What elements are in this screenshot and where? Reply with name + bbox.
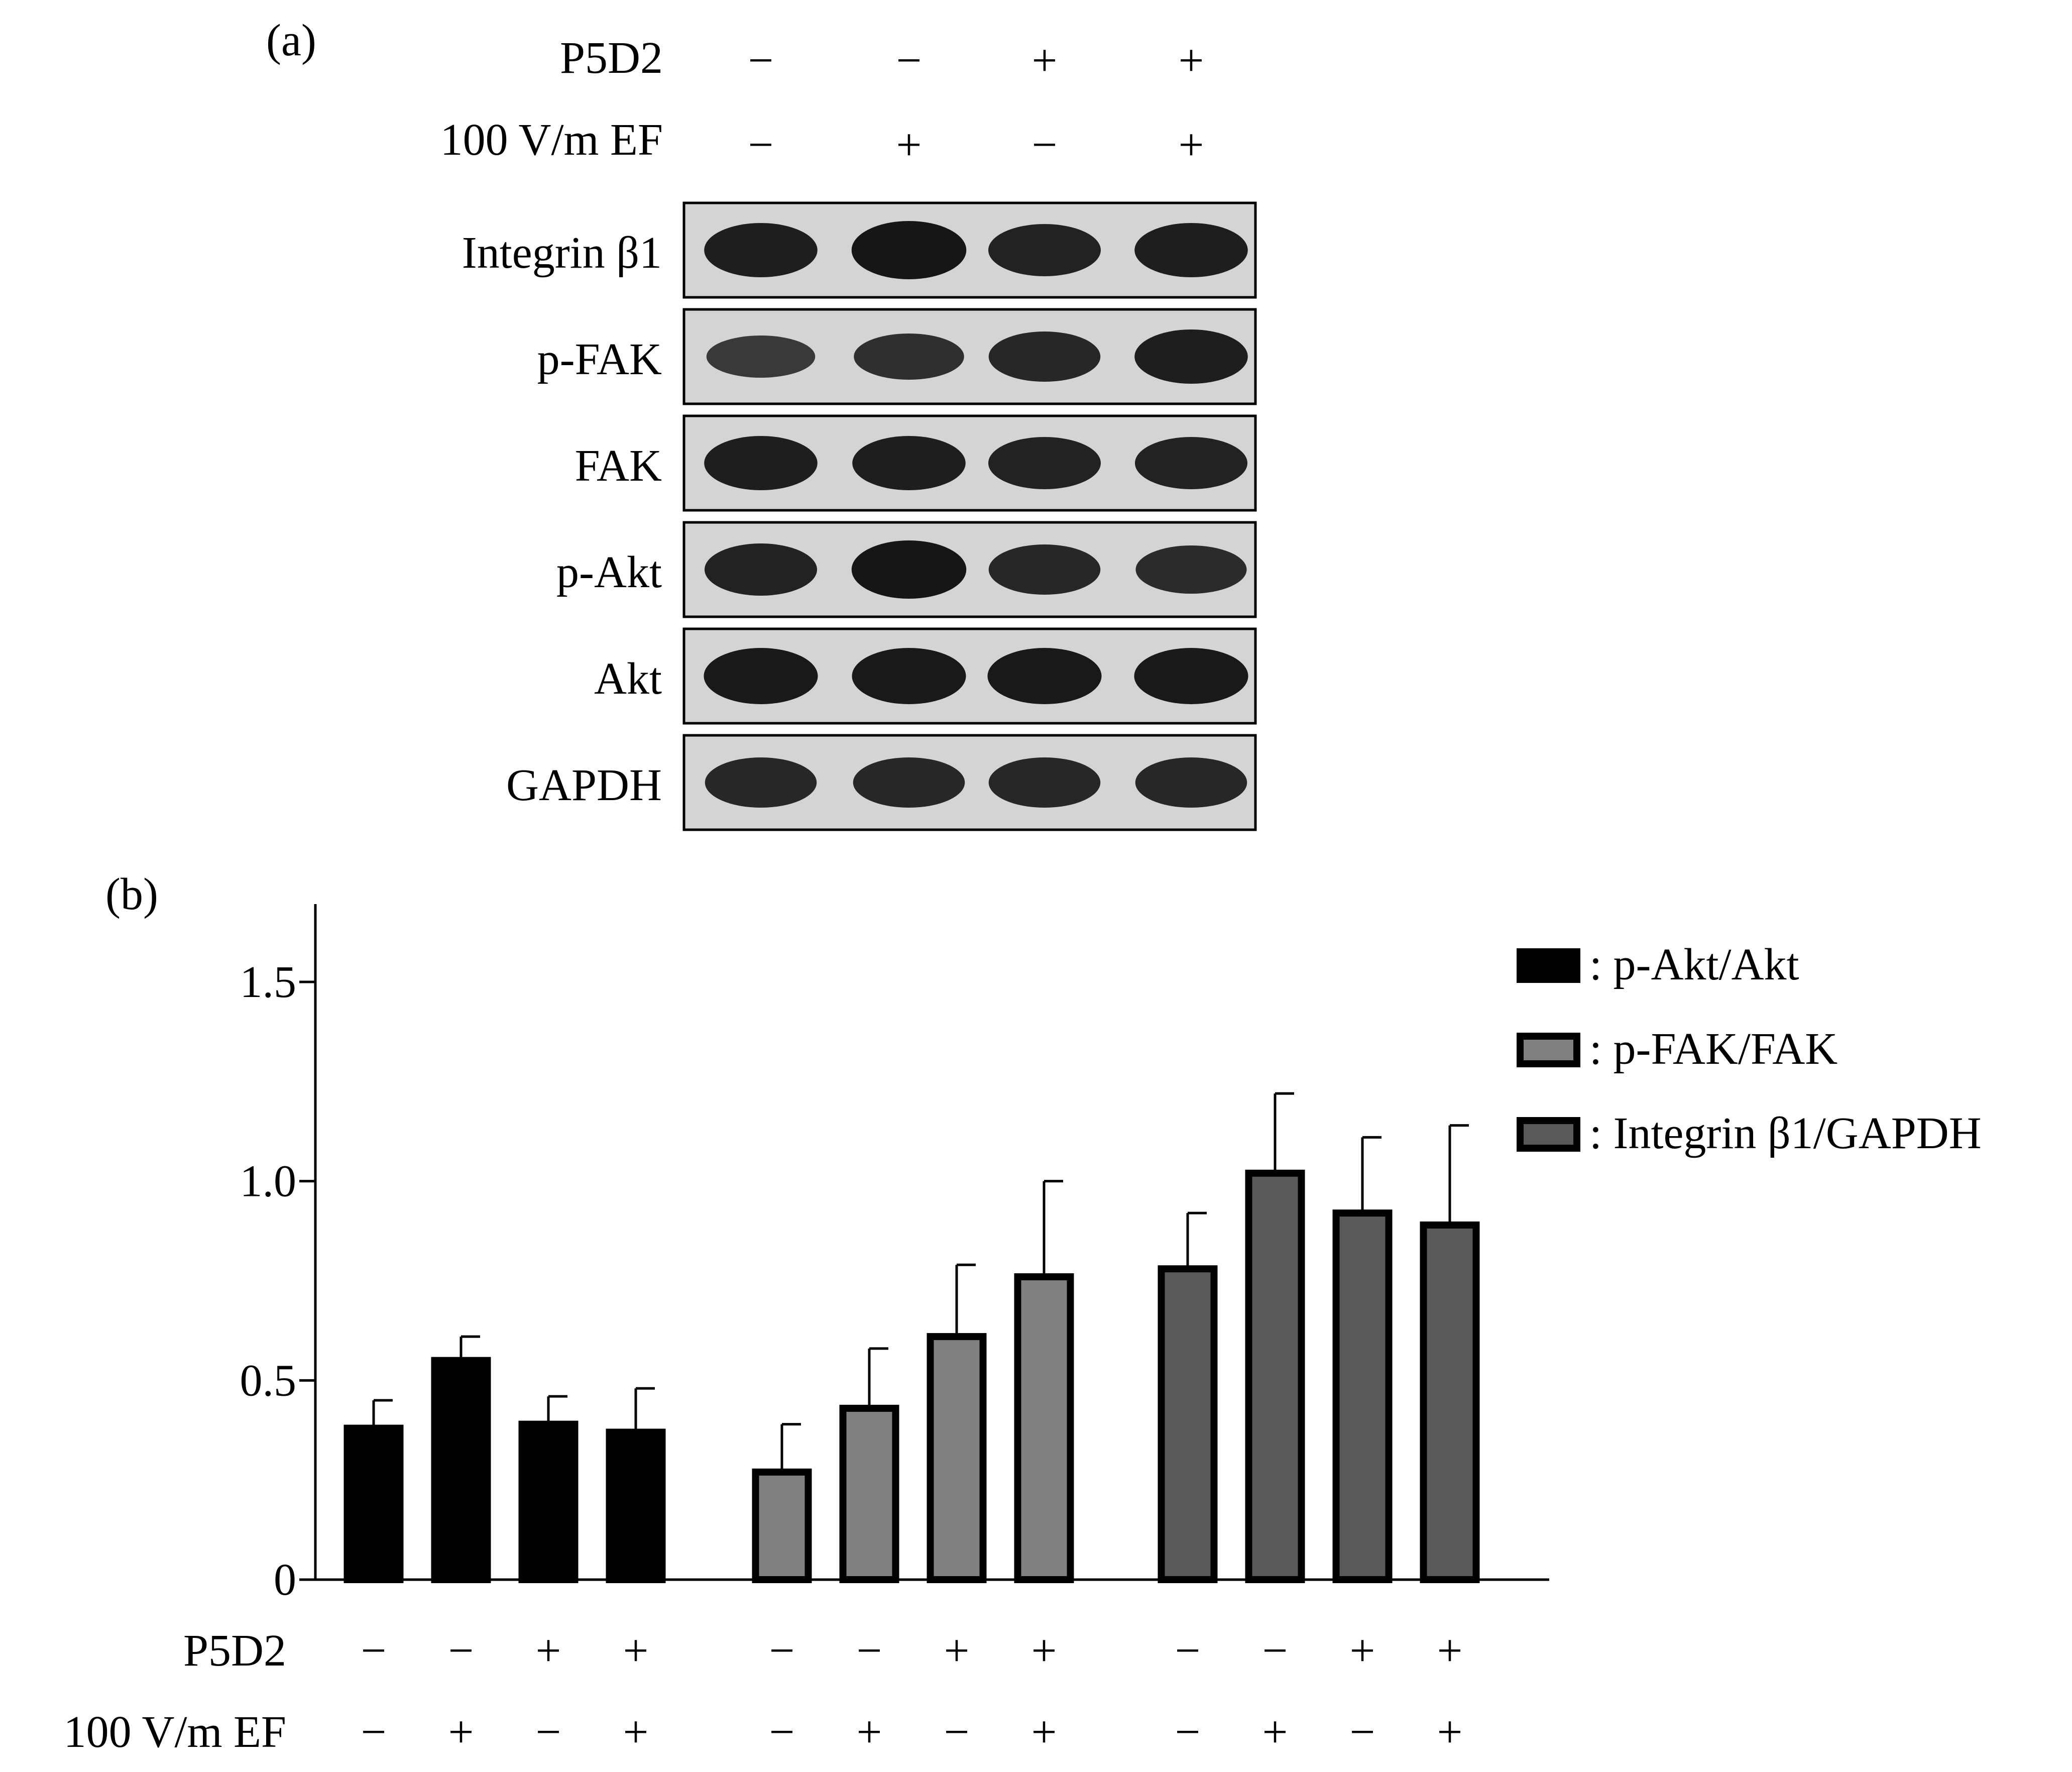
bar (927, 1333, 987, 1583)
y-tick-label: 1.5 (240, 957, 297, 1007)
sign-a-p5d2-2: − (896, 36, 922, 85)
blot-label-akt: Akt (594, 654, 662, 704)
legend-label-integrin-gapdh: : Integrin β1/GAPDH (1589, 1109, 1982, 1158)
sign-b-p5d2-7: + (944, 1626, 970, 1676)
bar (1014, 1273, 1074, 1583)
blot-band (853, 757, 965, 808)
blot-band (704, 223, 818, 277)
bar (606, 1428, 666, 1583)
panel-b-label: (b) (105, 869, 158, 919)
sign-b-ef-8: + (1031, 1707, 1057, 1757)
bar (343, 1424, 404, 1584)
legend-label-p-akt-akt: : p-Akt/Akt (1589, 940, 1799, 989)
sign-b-p5d2-6: − (857, 1626, 882, 1676)
blot-band (988, 757, 1101, 808)
bar (1420, 1221, 1480, 1583)
blot-band (1135, 757, 1247, 808)
blot-band (1135, 437, 1247, 489)
bar (839, 1404, 899, 1584)
blot-band (988, 437, 1101, 489)
blot-band (988, 544, 1101, 595)
panel-a: (a) P5D2 100 V/m EF − − + + − + − + Inte… (266, 16, 1257, 831)
blot-band (704, 648, 818, 704)
sign-b-p5d2-11: + (1350, 1626, 1375, 1676)
blot-band (1134, 648, 1248, 704)
bar (1332, 1209, 1393, 1583)
sign-b-p5d2-3: + (536, 1626, 561, 1676)
blot-band (852, 648, 966, 704)
condition-label-p5d2-a: P5D2 (560, 33, 663, 83)
sign-b-ef-2: + (448, 1707, 474, 1757)
blot-band (705, 757, 817, 808)
legend-swatch-p-akt-akt (1517, 948, 1580, 983)
blot-band (988, 224, 1101, 276)
sign-b-p5d2-10: − (1262, 1626, 1288, 1676)
sign-b-ef-6: + (857, 1707, 882, 1757)
blot-band (852, 436, 966, 490)
sign-b-ef-4: + (623, 1707, 649, 1757)
y-tick-labels: 0 0.5 1.0 1.5 (240, 957, 297, 1605)
blot-label-gapdh: GAPDH (506, 760, 662, 810)
blot-label-fak: FAK (575, 441, 662, 491)
sign-b-p5d2-9: − (1175, 1626, 1201, 1676)
sign-b-p5d2-8: + (1031, 1626, 1057, 1676)
blot-band (705, 543, 817, 596)
sign-b-ef-10: + (1262, 1707, 1288, 1757)
legend-label-p-fak-fak: : p-FAK/FAK (1589, 1024, 1837, 1074)
legend-swatch-integrin-gapdh (1517, 1117, 1580, 1152)
blot-label-p-akt: p-Akt (556, 547, 662, 597)
sign-a-p5d2-1: − (748, 36, 774, 85)
blot-band (1135, 545, 1247, 594)
sign-b-ef-5: − (769, 1707, 795, 1757)
sign-b-ef-11: − (1350, 1707, 1375, 1757)
sign-b-ef-9: − (1175, 1707, 1201, 1757)
y-tick-label: 0 (274, 1555, 296, 1605)
bar (752, 1468, 812, 1584)
sign-a-p5d2-3: + (1032, 36, 1058, 85)
condition-label-p5d2-b: P5D2 (183, 1626, 286, 1676)
legend-swatch-p-fak-fak (1517, 1033, 1580, 1067)
sign-b-p5d2-12: + (1437, 1626, 1463, 1676)
blot-label-integrin-b1: Integrin β1 (462, 228, 662, 278)
sign-a-ef-1: − (748, 120, 774, 170)
bar-chart (299, 904, 1549, 1584)
panel-a-condition-signs: − − + + − + − + (748, 36, 1204, 170)
sign-b-p5d2-2: − (448, 1626, 474, 1676)
blot-band (851, 221, 967, 279)
blot-band (1134, 223, 1248, 277)
legend: : p-Akt/Akt : p-FAK/FAK : Integrin β1/GA… (1517, 940, 1982, 1158)
blot-band (854, 334, 964, 380)
blot-band (851, 540, 967, 599)
bar (518, 1420, 579, 1584)
sign-a-p5d2-4: + (1179, 36, 1204, 85)
sign-b-p5d2-1: − (361, 1626, 387, 1676)
condition-label-ef-a: 100 V/m EF (440, 115, 663, 165)
bar (1245, 1169, 1305, 1584)
sign-a-ef-2: + (896, 120, 922, 170)
panel-a-label: (a) (266, 16, 316, 65)
panel-b-condition-signs: − − + + − − + + − − + + − + − + − + − + … (361, 1626, 1463, 1757)
panel-b: (b) 0 0.5 1.0 1.5 : p-Akt/Akt : p-FAK/FA… (64, 869, 1982, 1757)
bar (1158, 1265, 1218, 1583)
sign-b-ef-12: + (1437, 1707, 1463, 1757)
blot-band (706, 336, 816, 378)
blot-label-p-fak: p-FAK (537, 335, 662, 384)
bar (431, 1357, 491, 1584)
sign-b-p5d2-4: + (623, 1626, 649, 1676)
blot-rows: Integrin β1 p-FAK FAK p-Akt Akt GAPDH (462, 201, 1257, 831)
y-tick-label: 1.0 (240, 1157, 297, 1206)
y-tick-label: 0.5 (240, 1356, 297, 1405)
sign-b-ef-3: − (536, 1707, 561, 1757)
condition-label-ef-b: 100 V/m EF (64, 1707, 286, 1757)
sign-a-ef-3: − (1032, 120, 1058, 170)
sign-b-ef-1: − (361, 1707, 387, 1757)
blot-band (1134, 329, 1248, 384)
sign-a-ef-4: + (1179, 120, 1204, 170)
sign-b-ef-7: − (944, 1707, 970, 1757)
blot-band (988, 331, 1101, 382)
sign-b-p5d2-5: − (769, 1626, 795, 1676)
blot-band (987, 648, 1102, 704)
blot-band (704, 436, 818, 490)
